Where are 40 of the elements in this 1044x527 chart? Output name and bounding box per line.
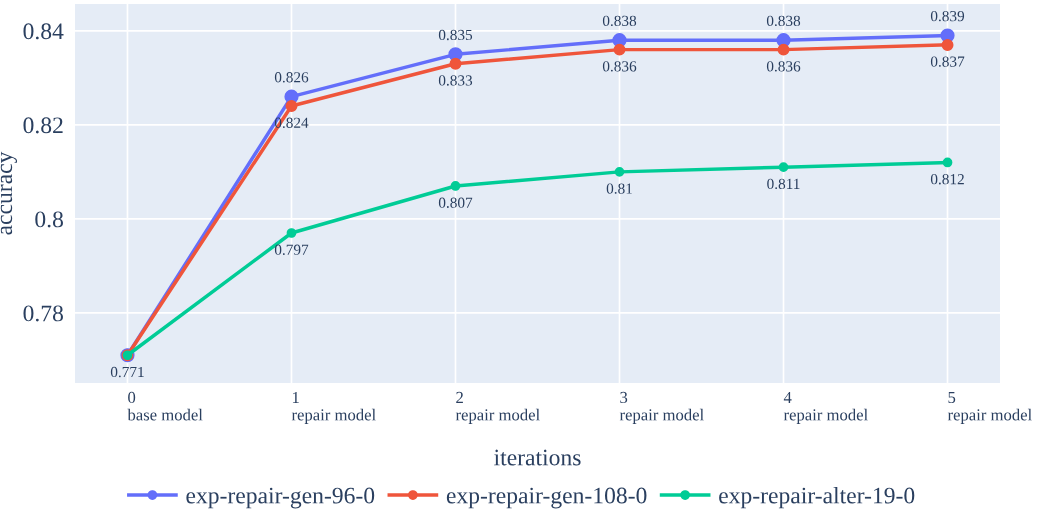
point xyxy=(777,43,790,56)
y-tick-label: 0.8 xyxy=(35,211,63,228)
point xyxy=(942,157,953,168)
data-label: 0.771 xyxy=(110,366,144,378)
point xyxy=(449,57,462,70)
data-label: 0.811 xyxy=(767,178,800,190)
point xyxy=(450,181,461,191)
data-label: 0.836 xyxy=(602,61,637,72)
data-label: 0.807 xyxy=(438,197,473,208)
point xyxy=(941,38,954,51)
x-tick-label: 3 repair model xyxy=(619,391,704,424)
data-label: 0.838 xyxy=(602,15,637,27)
point xyxy=(285,100,298,113)
x-tick-label: 0 base model xyxy=(127,391,203,421)
data-label: 0.826 xyxy=(274,72,309,83)
y-tick-label: 0.84 xyxy=(23,23,64,40)
x-tick-label: 4 repair model xyxy=(783,391,868,424)
data-label: 0.833 xyxy=(438,75,473,86)
legend-label: exp-repair-gen-108-0 xyxy=(446,487,647,509)
data-label: 0.838 xyxy=(766,15,801,27)
x-tick-label: 1 repair model xyxy=(291,391,376,424)
data-label: 0.81 xyxy=(606,183,632,194)
point xyxy=(286,228,297,238)
point xyxy=(778,162,789,173)
y-tick-label: 0.78 xyxy=(23,305,63,322)
y-axis-title: accuracy xyxy=(0,151,18,235)
x-tick-label: 2 repair model xyxy=(455,391,540,424)
legend-label: exp-repair-gen-96-0 xyxy=(186,487,375,509)
y-tick-label: 0.82 xyxy=(23,117,63,134)
x-axis-title: iterations xyxy=(494,449,581,466)
point xyxy=(614,167,625,177)
data-label: 0.837 xyxy=(930,56,965,67)
point xyxy=(613,43,626,56)
data-label: 0.797 xyxy=(274,244,309,255)
legend-label: exp-repair-alter-19-0 xyxy=(719,486,915,509)
data-label: 0.835 xyxy=(438,29,473,41)
data-label: 0.836 xyxy=(766,61,801,72)
x-tick-label: 5 repair model xyxy=(947,391,1032,424)
data-label: 0.812 xyxy=(930,174,964,185)
data-label: 0.839 xyxy=(930,10,965,22)
